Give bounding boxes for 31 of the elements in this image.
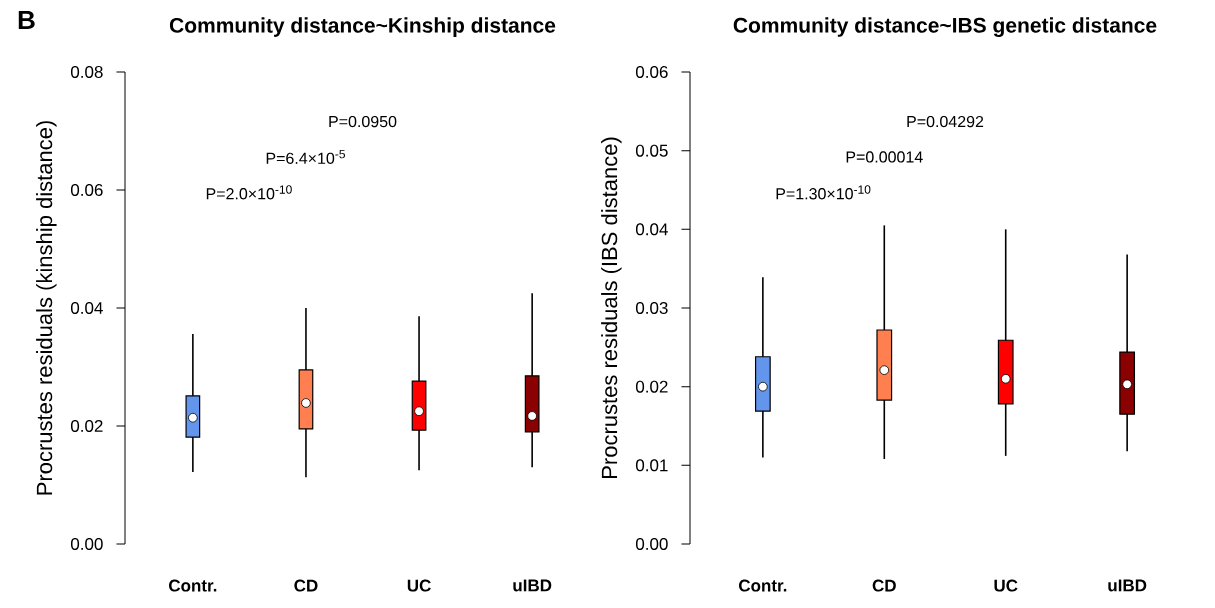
annotation: P=0.04292 — [907, 115, 984, 128]
y-tick-label: 0.08 — [70, 65, 103, 78]
x-tick-label: UC — [994, 579, 1018, 592]
annotation: P=6.4×10$^{-5}$ — [266, 149, 345, 164]
y-axis-title: Procrustes residuals (IBS distance) — [601, 137, 622, 478]
y-tick-label: 0.06 — [70, 183, 103, 196]
y-tick-label: 0.06 — [635, 65, 668, 78]
chart-title: Community distance~Kinship distance — [169, 17, 556, 37]
chart-title: Community distance~IBS genetic distance — [733, 17, 1157, 37]
x-tick-label: uIBD — [513, 579, 552, 592]
y-tick-label: 0.00 — [70, 537, 103, 550]
x-tick-label: Contr. — [739, 579, 787, 592]
y-tick-label: 0.05 — [635, 144, 668, 157]
y-tick-label: 0.02 — [635, 380, 668, 393]
x-tick-label: CD — [294, 579, 318, 592]
y-tick-label: 0.04 — [635, 223, 668, 236]
y-tick-label: 0.03 — [635, 301, 668, 314]
y-tick-label: 0.01 — [635, 459, 668, 472]
y-axis-title: Procrustes residuals (kinship distance) — [36, 121, 57, 495]
annotation: P=0.00014 — [846, 151, 923, 163]
x-tick-label: uIBD — [1108, 579, 1147, 592]
x-tick-label: UC — [407, 579, 431, 592]
y-tick-label: 0.02 — [70, 419, 103, 432]
x-tick-label: CD — [872, 579, 896, 592]
annotation: P=0.0950 — [329, 115, 397, 128]
text: B — [18, 11, 35, 29]
y-tick-label: 0.04 — [70, 301, 103, 314]
annotation: P=2.0×10$^{-10}$ — [206, 185, 292, 200]
x-tick-label: Contr. — [169, 579, 217, 592]
annotation: P=1.30×10$^{-10}$ — [776, 185, 871, 200]
y-tick-label: 0.00 — [635, 537, 668, 550]
